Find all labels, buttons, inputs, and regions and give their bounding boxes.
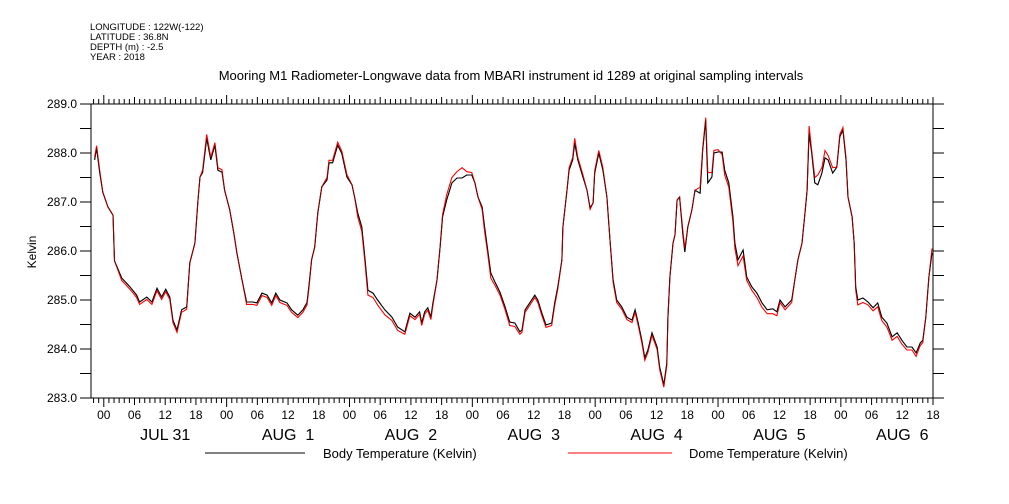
- x-tick-label: 00: [97, 408, 111, 422]
- x-day-label: AUG 3: [508, 427, 561, 444]
- x-tick-label: 18: [558, 408, 572, 422]
- x-tick-label: 18: [189, 408, 203, 422]
- x-tick-label: 12: [159, 408, 173, 422]
- metadata-header: LONGITUDE : 122W(-122) LATITUDE : 36.8N …: [90, 22, 204, 63]
- y-axis-label: Kelvin: [25, 236, 39, 269]
- x-tick-label: 18: [926, 408, 940, 422]
- x-tick-label: 12: [404, 408, 418, 422]
- x-tick-label: 06: [251, 408, 265, 422]
- x-tick-label: 18: [681, 408, 695, 422]
- x-tick-label: 00: [711, 408, 725, 422]
- x-day-label: AUG 4: [630, 427, 683, 444]
- plot-frame: [90, 103, 934, 399]
- x-day-label: AUG 2: [385, 427, 438, 444]
- x-tick-label: 18: [803, 408, 817, 422]
- x-tick-label: 06: [865, 408, 879, 422]
- x-tick-label: 00: [220, 408, 234, 422]
- x-tick-label: 06: [128, 408, 142, 422]
- x-day-label: AUG 5: [753, 427, 806, 444]
- legend-body-label: Body Temperature (Kelvin): [323, 446, 477, 461]
- y-tick-label: 286.0: [47, 244, 77, 258]
- x-day-label: AUG 6: [876, 427, 929, 444]
- chart-title: Mooring M1 Radiometer-Longwave data from…: [219, 68, 804, 83]
- y-tick-label: 289.0: [47, 97, 77, 111]
- x-tick-label: 06: [374, 408, 388, 422]
- x-tick-label: 00: [343, 408, 357, 422]
- x-tick-label: 12: [281, 408, 295, 422]
- x-tick-label: 00: [588, 408, 602, 422]
- legend-dome-label: Dome Temperature (Kelvin): [689, 446, 848, 461]
- x-day-label: JUL 31: [140, 427, 190, 444]
- series-body-temperature: [94, 120, 933, 385]
- x-tick-label: 12: [650, 408, 664, 422]
- x-tick-label: 00: [834, 408, 848, 422]
- y-tick-label: 287.0: [47, 195, 77, 209]
- series-group: [94, 117, 933, 388]
- y-tick-label: 288.0: [47, 146, 77, 160]
- x-tick-label: 06: [619, 408, 633, 422]
- x-tick-label: 12: [773, 408, 787, 422]
- series-dome-temperature: [94, 117, 933, 388]
- legend: Body Temperature (Kelvin) Dome Temperatu…: [205, 446, 848, 461]
- header-year: YEAR : 2018: [90, 52, 145, 63]
- y-tick-label: 284.0: [47, 342, 77, 356]
- x-tick-label: 18: [312, 408, 326, 422]
- x-tick-label: 00: [466, 408, 480, 422]
- header-depth: DEPTH (m) : -2.5: [90, 42, 163, 53]
- y-tick-label: 285.0: [47, 293, 77, 307]
- x-tick-label: 12: [896, 408, 910, 422]
- x-tick-label: 18: [435, 408, 449, 422]
- y-tick-label: 283.0: [47, 391, 77, 405]
- header-longitude: LONGITUDE : 122W(-122): [90, 22, 204, 33]
- x-tick-label: 12: [527, 408, 541, 422]
- x-day-label: AUG 1: [262, 427, 315, 444]
- header-latitude: LATITUDE : 36.8N: [90, 32, 169, 43]
- x-tick-label: 06: [496, 408, 510, 422]
- x-tick-label: 06: [742, 408, 756, 422]
- series-body-temperature-overlay: [94, 120, 933, 385]
- axes: 283.0 284.0 285.0 286.0 287.0 288.0 289.0 00 06 1…: [47, 95, 944, 444]
